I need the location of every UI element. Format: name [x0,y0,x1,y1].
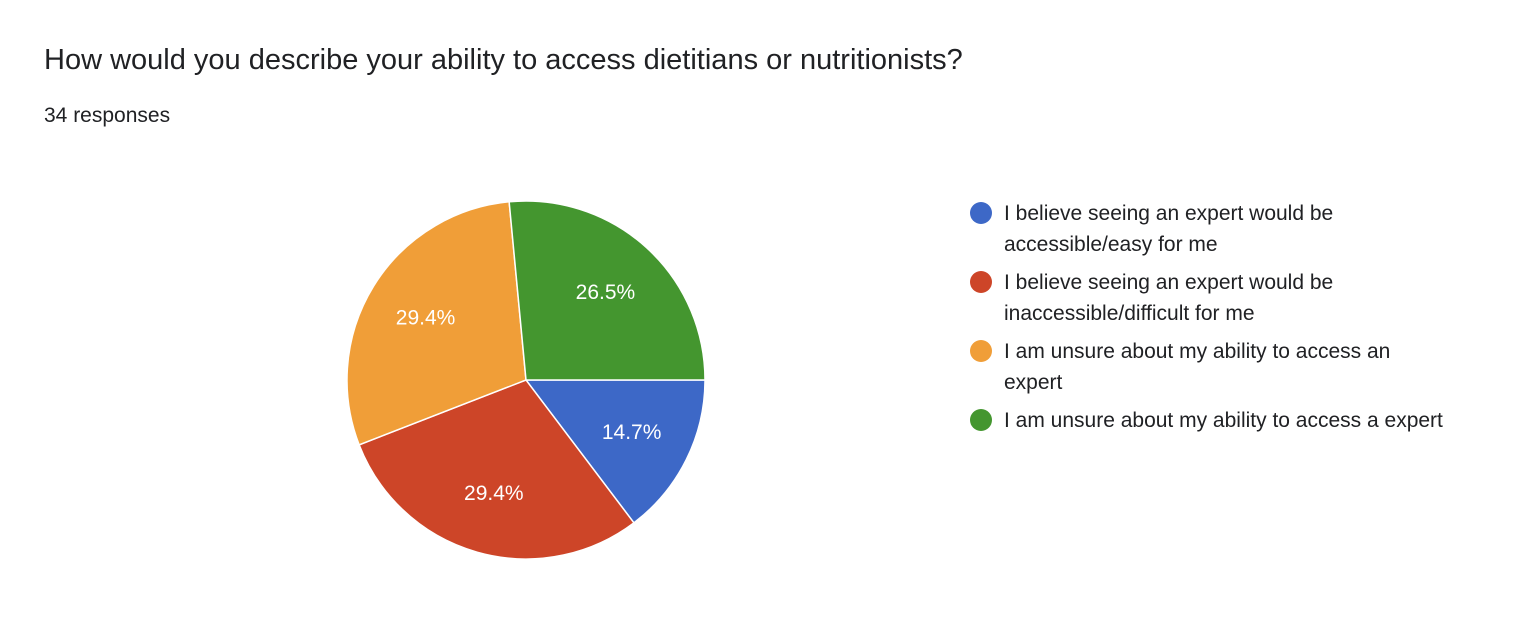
legend-swatch-icon [970,271,992,293]
legend-item[interactable]: I am unsure about my ability to access a… [970,405,1490,436]
pie-data-labels: 14.7% 29.4% 29.4% 26.5% [396,281,662,505]
legend-label: I am unsure about my ability to access a… [1004,340,1391,394]
pie-slice[interactable] [508,200,706,381]
pie-slice[interactable] [524,379,706,524]
legend-item[interactable]: I believe seeing an expert would be acce… [970,198,1490,260]
legend-swatch-icon [970,409,992,431]
legend-swatch-icon [970,340,992,362]
legend-swatch-icon [970,202,992,224]
question-title: How would you describe your ability to a… [44,44,963,76]
legend-item[interactable]: I am unsure about my ability to access a… [970,336,1490,398]
legend-label: I am unsure about my ability to access a… [1004,409,1443,432]
slice-data-label: 14.7% [602,421,662,444]
slice-data-label: 29.4% [464,482,524,505]
legend-label: I believe seeing an expert would be inac… [1004,271,1334,325]
slice-data-label: 26.5% [576,281,636,304]
response-count: 34 responses [44,104,171,127]
pie-slice[interactable] [358,379,635,560]
legend-item[interactable]: I believe seeing an expert would be inac… [970,267,1490,329]
pie-slices [346,200,706,560]
legend-label: I believe seeing an expert would be acce… [1004,202,1334,256]
slice-data-label: 29.4% [396,307,456,330]
pie-slice[interactable] [346,200,527,446]
chart-legend: I believe seeing an expert would be acce… [970,198,1490,443]
